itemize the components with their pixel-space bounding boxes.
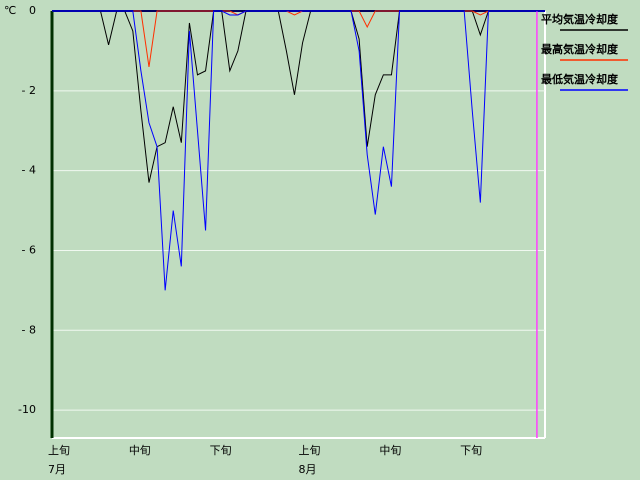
y-tick-label: - 8 bbox=[22, 323, 36, 336]
y-unit: ℃ bbox=[4, 4, 16, 17]
series-line bbox=[52, 10, 545, 291]
y-tick-label: - 4 bbox=[22, 164, 36, 177]
x-tick-label: 中旬 bbox=[379, 444, 401, 457]
x-group-label: 8月 bbox=[299, 463, 317, 476]
y-tick-label: -10 bbox=[18, 403, 36, 416]
x-tick-label: 中旬 bbox=[129, 444, 151, 457]
x-tick-label: 下旬 bbox=[210, 444, 232, 457]
legend-label: 平均気温冷却度 bbox=[541, 12, 619, 26]
legend-label: 最低気温冷却度 bbox=[541, 72, 619, 86]
legend-label: 最高気温冷却度 bbox=[541, 42, 619, 56]
x-tick-label: 上旬 bbox=[48, 444, 70, 457]
x-tick-label: 下旬 bbox=[460, 444, 482, 457]
y-tick-label: - 6 bbox=[22, 243, 36, 256]
x-group-label: 7月 bbox=[48, 463, 66, 476]
y-tick-label: 0 bbox=[29, 4, 36, 17]
x-tick-label: 上旬 bbox=[299, 444, 321, 457]
y-tick-label: - 2 bbox=[22, 84, 36, 97]
